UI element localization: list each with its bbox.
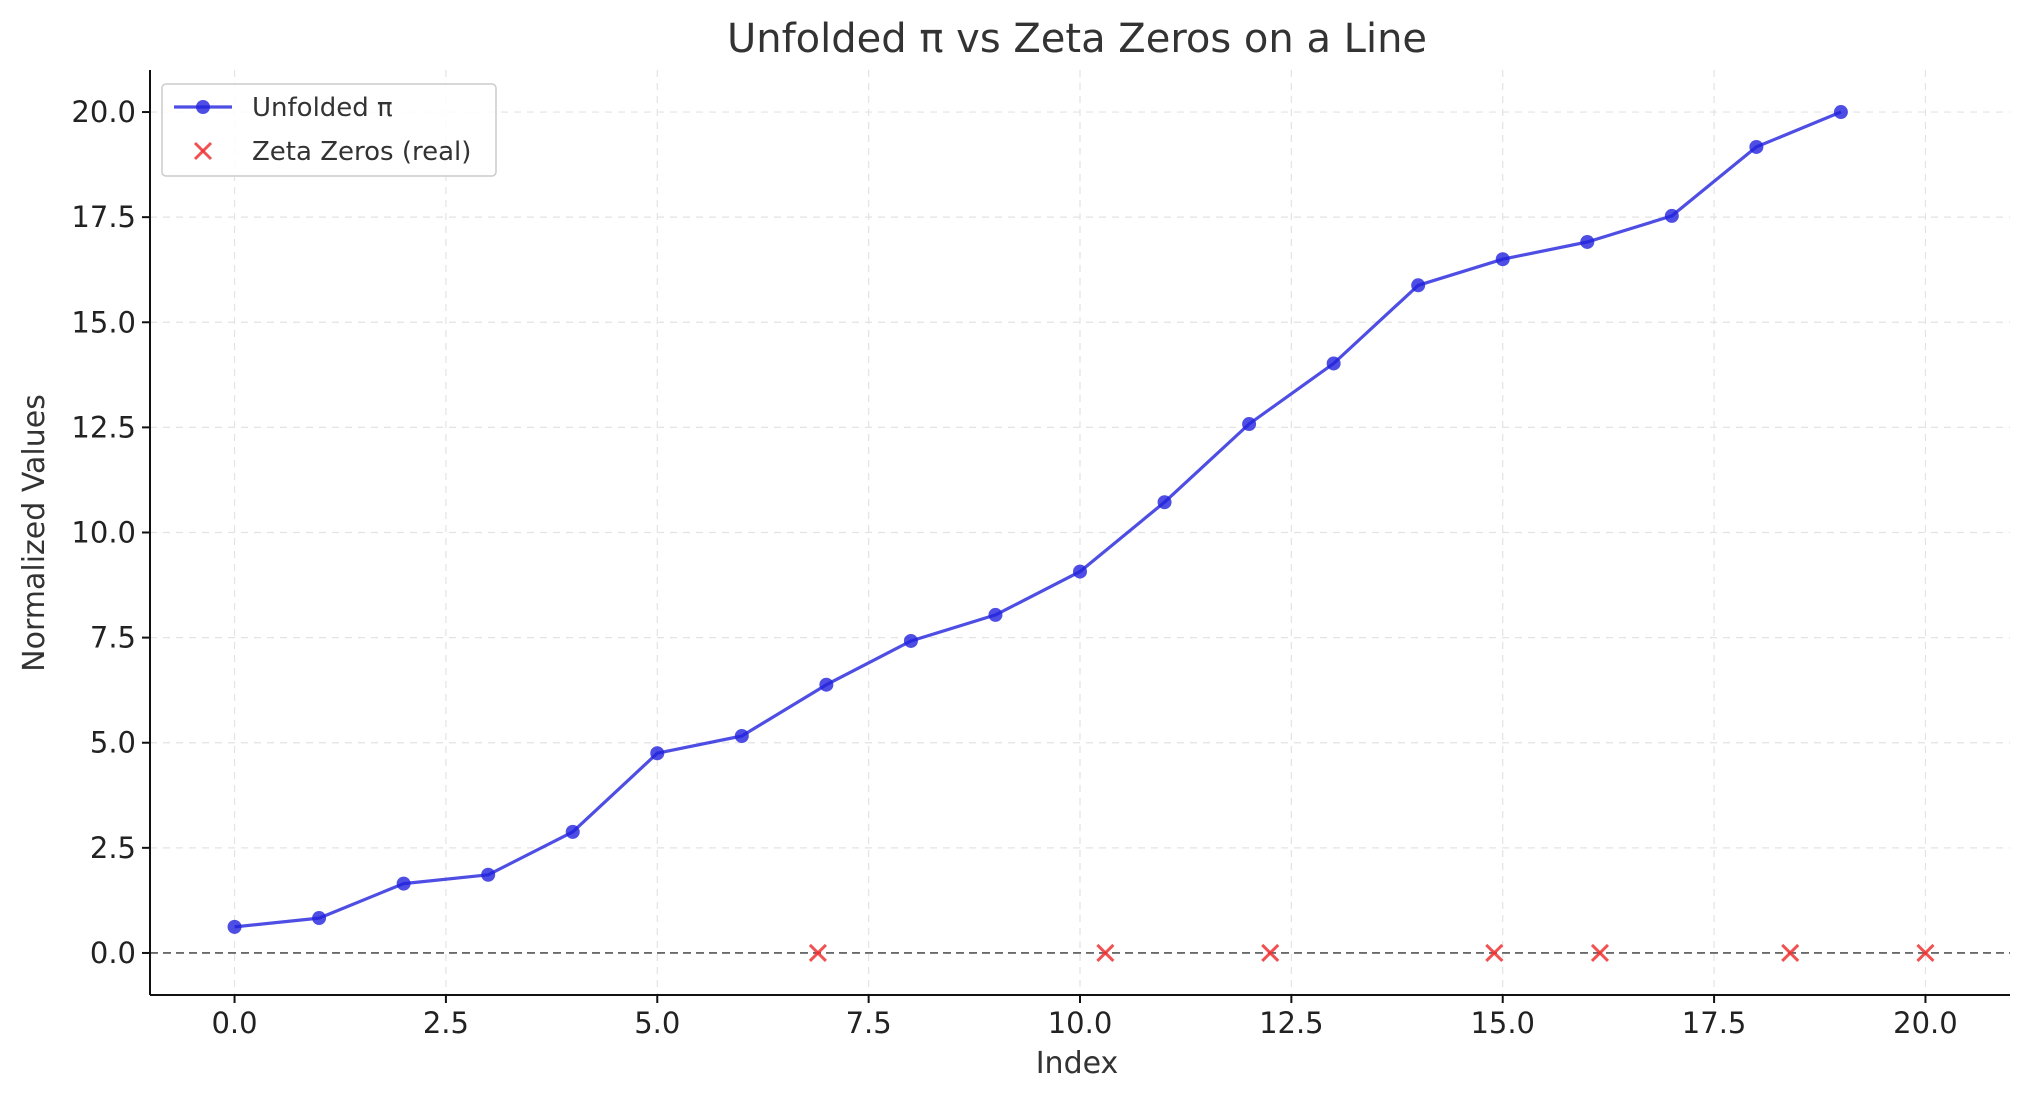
- unfolded-pi-point: [988, 607, 1003, 622]
- y-tick-label: 12.5: [71, 410, 136, 444]
- unfolded-pi-point: [312, 911, 327, 926]
- unfolded-pi-point: [1157, 495, 1172, 510]
- unfolded-pi-point: [1242, 417, 1257, 432]
- unfolded-pi-point: [903, 633, 918, 648]
- unfolded-pi-line: [234, 110, 1842, 929]
- unfolded-pi-point: [734, 729, 749, 743]
- legend-label-unfolded-pi: Unfolded π: [252, 93, 393, 123]
- unfolded-pi-point: [1749, 139, 1764, 154]
- x-axis-label: Index: [1036, 1046, 1119, 1081]
- unfolded-pi-point: [1073, 564, 1087, 579]
- y-tick-label: 15.0: [71, 305, 136, 339]
- legend-point-swatch: [196, 100, 210, 114]
- y-axis-label: Normalized Values: [17, 394, 52, 672]
- x-tick-label: 17.5: [1682, 1006, 1747, 1040]
- legend-x-stroke: [193, 141, 213, 161]
- unfolded-pi-point: [227, 919, 242, 934]
- zeta-zero-marker-stroke: [808, 943, 827, 963]
- unfolded-pi-point: [1580, 234, 1595, 249]
- x-tick-label: 12.5: [1259, 1006, 1324, 1040]
- zeta-zero-marker-stroke: [1916, 943, 1935, 963]
- unfolded-pi-point: [481, 867, 496, 882]
- y-tick-label: 17.5: [71, 200, 136, 234]
- zeta-zero-marker-stroke: [1485, 943, 1504, 963]
- unfolded-pi-point: [650, 746, 665, 761]
- zeta-zero-marker-stroke: [1590, 943, 1610, 963]
- x-tick-label: 10.0: [1048, 1006, 1113, 1040]
- y-tick-label: 0.0: [90, 936, 136, 970]
- unfolded-pi-point: [1411, 278, 1426, 293]
- unfolded-pi-point: [819, 677, 834, 692]
- y-tick-label: 5.0: [90, 726, 136, 760]
- x-tick-label: 2.5: [423, 1006, 469, 1040]
- legend-label-zeta-zeros: Zeta Zeros (real): [252, 137, 471, 167]
- legend-x-swatch: [193, 141, 213, 161]
- zeta-zero-marker-stroke: [1781, 943, 1800, 963]
- legend: Unfolded π Zeta Zeros (real): [161, 83, 497, 177]
- x-tick-label: 20.0: [1893, 1006, 1958, 1040]
- unfolded-pi-point: [1833, 105, 1848, 120]
- zeta-zero-marker-stroke: [1261, 943, 1280, 963]
- zeta-zero-marker: [1590, 943, 1610, 963]
- x-tick-label: 7.5: [846, 1006, 892, 1040]
- axes: 0.0 2.5 5.0 7.5 10.0 12.5 15.0 17.5 20.0 0.0 2.5 5.…: [71, 70, 2010, 1040]
- unfolded-pi-point: [1326, 356, 1341, 371]
- y-tick-label: 2.5: [90, 831, 136, 865]
- series-layer: [227, 105, 1935, 963]
- legend-box: [161, 83, 497, 177]
- unfolded-pi-point: [1664, 208, 1679, 223]
- unfolded-pi-point: [565, 824, 580, 839]
- y-tick-label: 20.0: [71, 95, 136, 129]
- x-tick-label: 15.0: [1470, 1006, 1535, 1040]
- zeta-zero-marker: [1485, 943, 1504, 963]
- zeta-zero-marker: [1096, 943, 1115, 963]
- x-tick-label: 5.0: [634, 1006, 680, 1040]
- x-tick-label: 0.0: [211, 1006, 257, 1040]
- y-tick-label: 7.5: [90, 621, 136, 655]
- y-tick-label: 10.0: [71, 516, 136, 550]
- chart-title: Unfolded π vs Zeta Zeros on a Line: [727, 16, 1427, 62]
- zeta-zero-marker: [808, 943, 827, 963]
- unfolded-pi-point: [396, 876, 411, 891]
- zeta-zero-marker: [1916, 943, 1935, 963]
- zeta-zero-marker: [1261, 943, 1280, 963]
- unfolded-pi-point: [1495, 252, 1510, 267]
- zeta-zero-marker: [1781, 943, 1800, 963]
- zeta-zero-marker-stroke: [1096, 943, 1115, 963]
